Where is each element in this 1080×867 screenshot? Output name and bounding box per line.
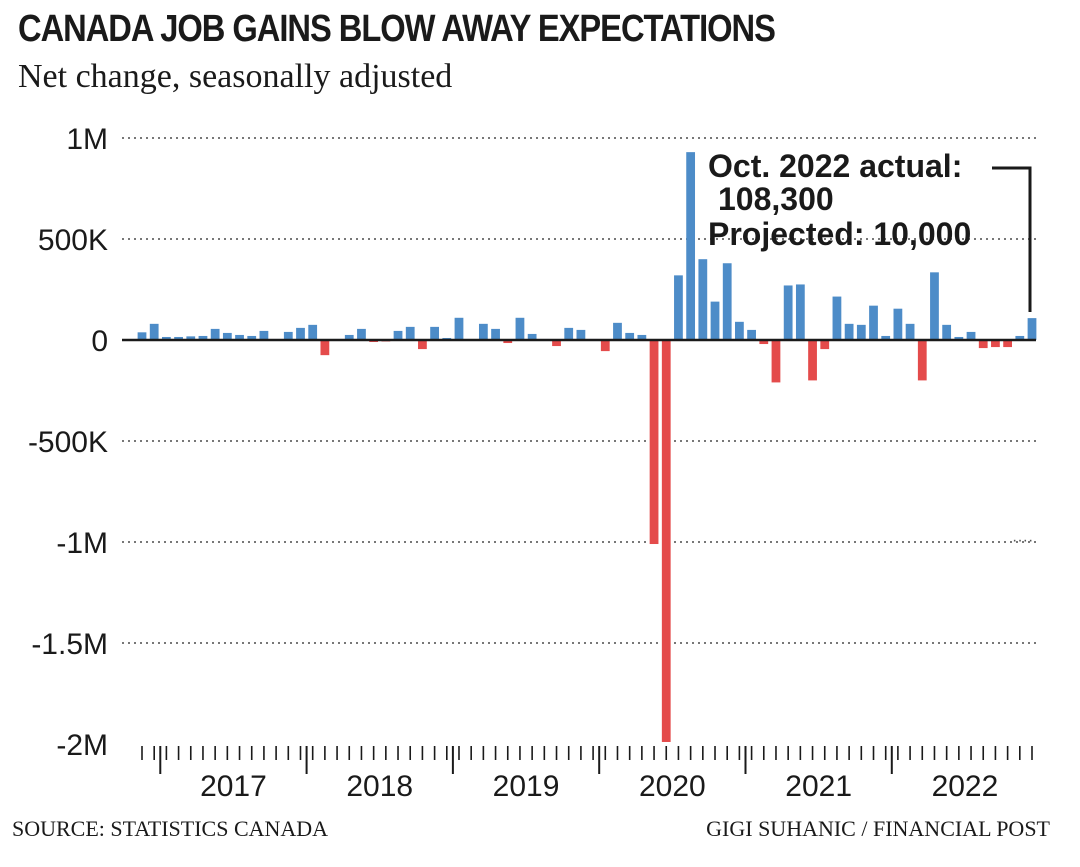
y-tick-label: -1.5M: [31, 628, 108, 661]
bar: [552, 340, 561, 347]
bar: [186, 336, 196, 340]
bar: [576, 329, 586, 340]
bar: [308, 324, 318, 340]
bar: [283, 331, 293, 340]
bar: [966, 331, 976, 340]
bar: [893, 308, 903, 340]
bar: [1015, 335, 1025, 340]
bar: [978, 340, 988, 349]
bar: [247, 335, 257, 340]
y-tick-label: 500K: [38, 224, 108, 257]
bar: [418, 340, 427, 350]
x-year-label: 2022: [932, 770, 999, 803]
y-axis-ticks: 1M 500K 0 -500K -1M -1.5M -2M: [28, 123, 108, 762]
bar: [198, 335, 208, 340]
annotation-projected: Projected: 10,000: [708, 216, 971, 252]
grid-lines: [122, 137, 1036, 644]
x-year-label: 2018: [346, 770, 413, 803]
bar: [747, 329, 756, 340]
annotation-actual-value: 108,300: [718, 181, 834, 217]
bar: [674, 275, 683, 340]
x-year-label: 2020: [639, 770, 706, 803]
bar: [661, 340, 671, 742]
bar: [527, 333, 537, 340]
bar: [137, 332, 147, 340]
y-tick-label: 1M: [66, 123, 108, 156]
source-note: SOURCE: STATISTICS CANADA: [12, 816, 329, 841]
bar: [649, 340, 659, 545]
x-year-label: 2021: [785, 770, 852, 803]
credit-note: GIGI SUHANIC / FINANCIAL POST: [706, 816, 1050, 841]
stray-dots: ····: [1012, 532, 1033, 549]
bar: [905, 323, 915, 340]
y-tick-label: -500K: [28, 426, 108, 459]
annotation-actual-label: Oct. 2022 actual:: [708, 148, 962, 184]
y-tick-label: -2M: [56, 729, 108, 762]
bar: [393, 330, 403, 340]
bar: [698, 259, 708, 340]
bar: [942, 324, 952, 340]
chart-subtitle: Net change, seasonally adjusted: [18, 58, 453, 95]
x-year-label: 2017: [200, 770, 267, 803]
bar: [478, 323, 488, 340]
bar: [491, 328, 500, 340]
bars: [122, 152, 1037, 742]
bar: [344, 334, 354, 340]
bar: [856, 324, 866, 340]
bar: [820, 340, 830, 350]
chart-title: CANADA JOB GAINS BLOW AWAY EXPECTATIONS: [18, 8, 776, 50]
bar: [783, 285, 793, 340]
annotation: Oct. 2022 actual: 108,300 Projected: 10,…: [708, 148, 1032, 312]
bar: [844, 323, 854, 340]
bar: [917, 340, 927, 381]
bar: [161, 336, 171, 340]
bar: [808, 340, 817, 381]
bar: [503, 340, 513, 344]
annotation-leader-line: [992, 166, 1032, 312]
x-year-label: 2019: [493, 770, 560, 803]
bar: [771, 340, 781, 383]
bar: [357, 328, 366, 340]
bar: [832, 296, 842, 340]
bar: [710, 301, 720, 340]
bar: [954, 336, 964, 340]
bar: [869, 305, 878, 340]
bar: [515, 317, 525, 340]
bar: [795, 284, 805, 340]
bar: [991, 340, 1000, 348]
bar: [210, 328, 220, 340]
bar: [625, 332, 635, 340]
bar: [259, 330, 269, 340]
bar: [613, 322, 622, 340]
bar: [430, 326, 439, 340]
bar: [149, 323, 159, 340]
bar: [637, 334, 647, 340]
bar: [235, 334, 244, 340]
y-tick-label: 0: [91, 325, 108, 358]
bar: [222, 332, 232, 340]
bar: [1003, 340, 1013, 348]
bar: [881, 335, 891, 340]
bar: [1027, 318, 1037, 340]
x-axis: 2017 2018 2019 2020 2021 2022: [141, 746, 1033, 803]
bar: [174, 336, 183, 340]
bar: [722, 263, 732, 340]
bar: [454, 317, 464, 340]
bar: [759, 340, 769, 345]
y-tick-label: -1M: [56, 527, 108, 560]
bar: [600, 340, 610, 352]
bar: [930, 272, 939, 340]
svg-text:····: ····: [1012, 532, 1033, 549]
bar: [735, 321, 744, 340]
bar: [686, 152, 696, 340]
bar: [296, 327, 305, 340]
bar: [564, 327, 574, 340]
bar: [320, 340, 330, 356]
bar: [405, 326, 415, 340]
